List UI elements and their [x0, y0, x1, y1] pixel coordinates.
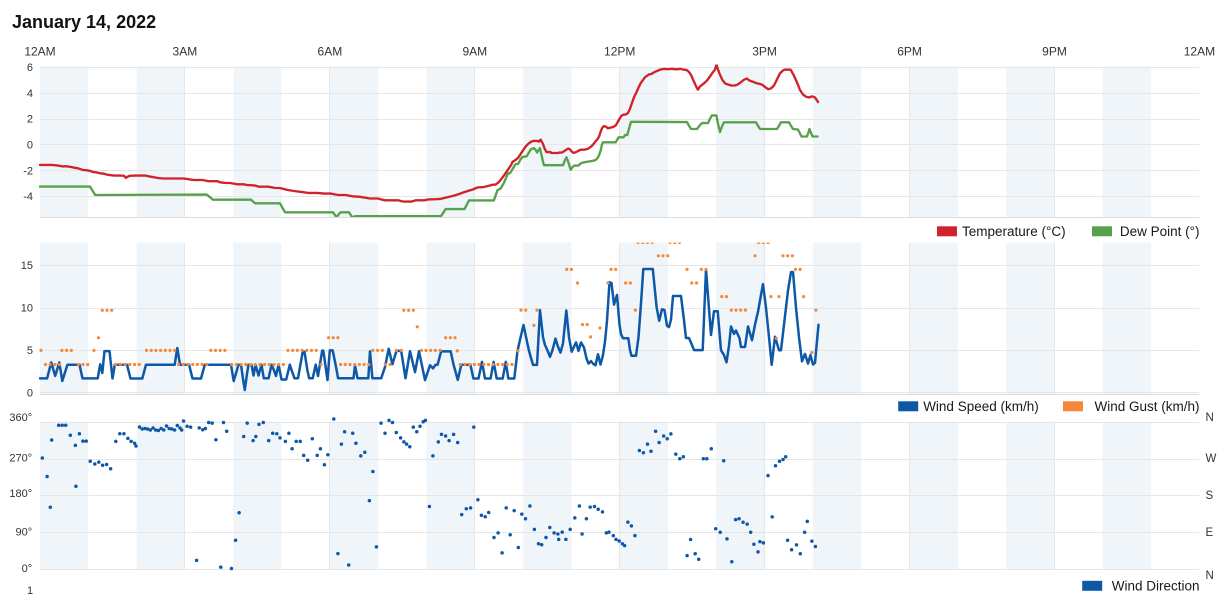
- svg-text:-4: -4: [23, 191, 33, 203]
- svg-text:1: 1: [27, 585, 33, 594]
- svg-text:0: 0: [27, 140, 33, 152]
- svg-text:5: 5: [27, 345, 33, 357]
- svg-text:10: 10: [21, 303, 33, 315]
- svg-text:Wind Gust (km/h): Wind Gust (km/h): [1094, 399, 1199, 414]
- svg-text:Temperature (°C): Temperature (°C): [962, 224, 1066, 239]
- svg-text:2: 2: [27, 114, 33, 126]
- svg-text:4: 4: [27, 88, 33, 100]
- svg-text:0: 0: [27, 388, 33, 400]
- svg-text:January 14, 2022: January 14, 2022: [12, 12, 156, 32]
- svg-text:3PM: 3PM: [752, 45, 777, 59]
- svg-text:6: 6: [27, 62, 33, 74]
- svg-text:0°: 0°: [22, 563, 33, 575]
- svg-text:Wind Speed (km/h): Wind Speed (km/h): [923, 399, 1039, 414]
- svg-text:S: S: [1206, 490, 1214, 502]
- svg-text:12AM: 12AM: [1184, 45, 1215, 59]
- svg-text:15: 15: [21, 260, 33, 272]
- svg-text:9AM: 9AM: [462, 45, 487, 59]
- svg-text:12AM: 12AM: [24, 45, 55, 59]
- svg-text:6PM: 6PM: [897, 45, 922, 59]
- svg-text:3AM: 3AM: [173, 45, 198, 59]
- svg-text:Dew Point (°): Dew Point (°): [1120, 224, 1200, 239]
- svg-text:-2: -2: [23, 165, 33, 177]
- svg-text:N: N: [1206, 412, 1214, 424]
- svg-text:360°: 360°: [9, 412, 32, 424]
- svg-text:6AM: 6AM: [318, 45, 343, 59]
- svg-text:270°: 270°: [9, 453, 32, 465]
- svg-text:180°: 180°: [9, 488, 32, 500]
- svg-text:90°: 90°: [16, 526, 33, 538]
- svg-text:Wind Direction: Wind Direction: [1112, 579, 1200, 594]
- svg-text:W: W: [1206, 453, 1217, 465]
- svg-text:E: E: [1206, 527, 1214, 539]
- svg-text:9PM: 9PM: [1042, 45, 1067, 59]
- svg-text:12PM: 12PM: [604, 45, 635, 59]
- svg-text:N: N: [1206, 570, 1214, 582]
